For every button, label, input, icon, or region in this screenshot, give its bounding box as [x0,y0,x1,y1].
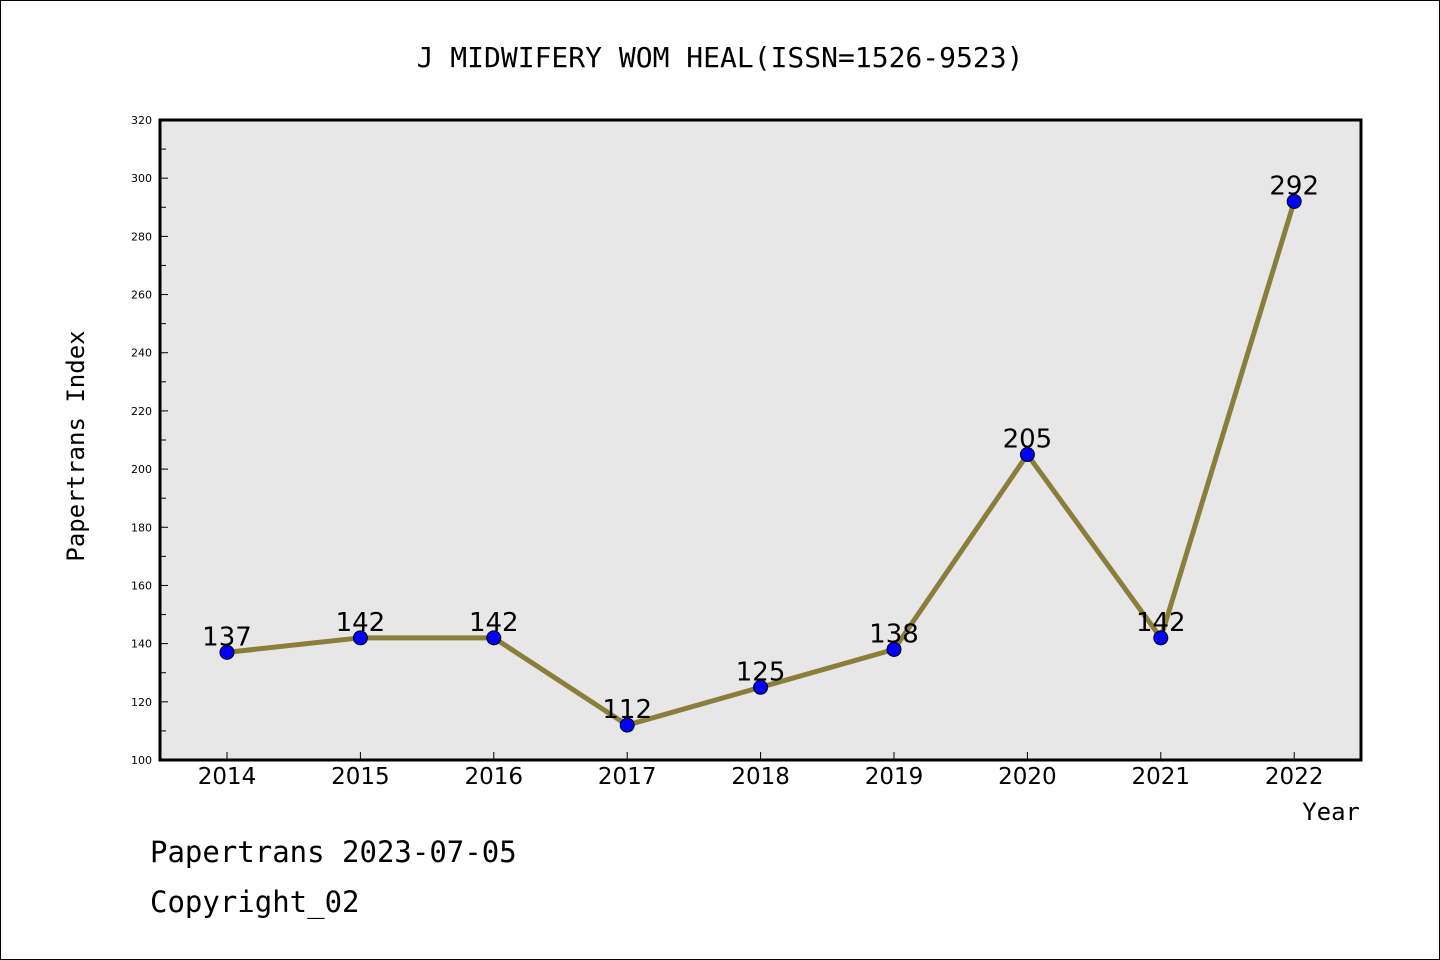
data-label: 142 [336,608,386,638]
data-label: 138 [869,619,919,649]
y-axis-label: Papertrans Index [62,330,90,561]
x-tick-label: 2021 [1132,764,1191,790]
y-tick-label: 320 [131,114,152,127]
x-tick-label: 2017 [598,764,657,790]
x-tick-label: 2018 [731,764,790,790]
data-point-marker [619,717,635,733]
y-tick-label: 260 [131,289,152,302]
y-tick-label: 100 [131,754,152,767]
y-tick-label: 160 [131,579,152,592]
data-label: 112 [602,695,652,725]
x-tick-label: 2022 [1265,764,1324,790]
plot-layer: 137 142 142 112 125 138 205 142 292 [202,171,1319,733]
data-point-marker [219,644,235,660]
data-label: 142 [1136,608,1186,638]
footer-copyright-text: Copyright_02 [150,885,360,919]
x-tick-label: 2019 [865,764,924,790]
data-point-marker [1019,447,1035,463]
x-axis-label: Year [1302,798,1360,826]
data-point-marker [1153,630,1169,646]
data-label: 205 [1003,425,1053,455]
y-tick-label: 200 [131,463,152,476]
data-point-marker [753,679,769,695]
x-tick-label: 2015 [331,764,390,790]
footer-date-text: Papertrans 2023-07-05 [150,835,517,869]
x-tick-label: 2020 [998,764,1057,790]
y-tick-label: 300 [131,172,152,185]
chart-title: J MIDWIFERY WOM HEAL(ISSN=1526-9523) [417,41,1024,74]
y-tick-label: 120 [131,696,152,709]
y-tick-label: 280 [131,230,152,243]
data-point-marker [352,630,368,646]
plot-area [160,120,1361,760]
data-label: 292 [1269,171,1319,201]
data-label: 142 [469,608,519,638]
y-tick-label: 140 [131,638,152,651]
x-tick-label: 2016 [465,764,524,790]
y-tick-label: 220 [131,405,152,418]
y-tick-label: 180 [131,521,152,534]
y-tick-label: 240 [131,347,152,360]
data-point-marker [886,641,902,657]
data-point-marker [1286,193,1302,209]
data-label: 137 [202,622,252,652]
data-label: 125 [736,657,786,687]
x-tick-label: 2014 [198,764,257,790]
data-point-marker [486,630,502,646]
